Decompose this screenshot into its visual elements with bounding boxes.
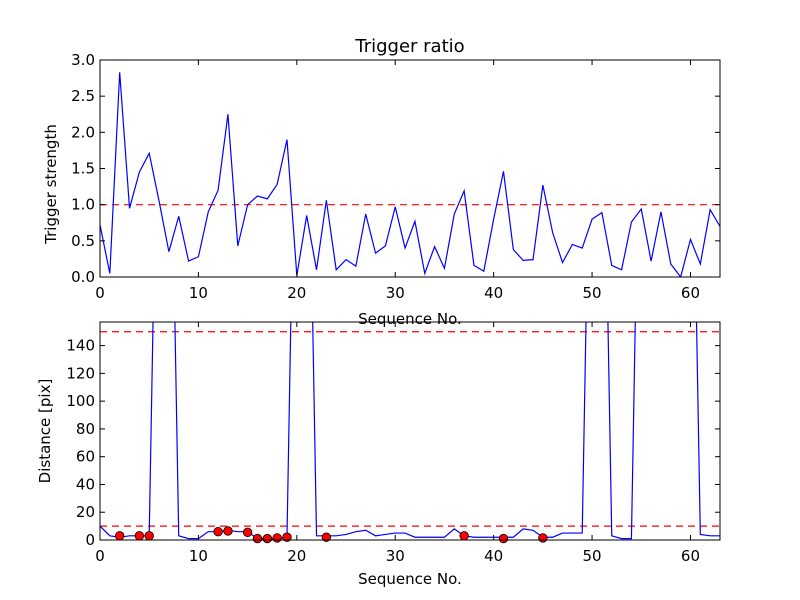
chart2-marker-point xyxy=(272,533,282,543)
chart2-plot-area: 0 10 20 30 40 50 60 0 20 40 60 80 100 120 140 xyxy=(66,321,721,565)
chart2-marker-point xyxy=(223,526,233,536)
chart2-xtick-label: 0 xyxy=(95,547,105,565)
chart1-series-line xyxy=(100,72,720,277)
chart1-xlabel: Sequence No. xyxy=(358,310,462,328)
chart2-xtick-label: 10 xyxy=(189,547,208,565)
chart2-marker-point xyxy=(498,533,509,544)
chart2-marker-point xyxy=(134,531,145,541)
chart1-ytick-label: 0.5 xyxy=(71,232,95,250)
chart2-xtick-label: 50 xyxy=(583,547,602,565)
chart1-xtick-label: 60 xyxy=(681,284,700,302)
chart2-marker-point xyxy=(459,531,469,541)
chart1-xtick-label: 20 xyxy=(287,284,306,302)
chart1-xtick-label: 10 xyxy=(189,284,208,302)
chart2-ytick-label: 0 xyxy=(85,531,95,549)
trigger-ratio-chart: Trigger ratio 0 10 20 30 40 50 60 0.0 0.5 1.0 1.5 2… xyxy=(42,36,721,328)
chart2-marker-point xyxy=(242,527,253,538)
chart2-xtick-label: 40 xyxy=(484,547,503,565)
chart1-ytick-label: 1.5 xyxy=(71,160,95,178)
chart2-xtick-label: 30 xyxy=(386,547,405,565)
chart2-ytick-label: 80 xyxy=(76,420,95,438)
chart2-ytick-label: 20 xyxy=(76,503,95,521)
chart2-marker-point xyxy=(144,531,154,541)
chart1-ytick-label: 0.0 xyxy=(71,268,95,286)
chart2-ytick-label: 100 xyxy=(66,392,95,410)
chart2-axes-frame xyxy=(99,321,721,541)
chart2-marker-point xyxy=(262,533,273,544)
chart2-marker-point xyxy=(252,533,263,544)
chart2-marker-point xyxy=(538,533,548,543)
chart2-xtick-label: 20 xyxy=(287,547,306,565)
chart2-ytick-label: 60 xyxy=(76,448,95,466)
chart1-ytick-label: 1.0 xyxy=(71,196,95,214)
chart2-ytick-label: 140 xyxy=(66,337,95,355)
chart2-xtick-label: 60 xyxy=(681,547,700,565)
chart2-ytick-label: 40 xyxy=(76,475,95,493)
distance-chart: 0 10 20 30 40 50 60 0 20 40 60 80 100 120 140 Sequence… xyxy=(36,321,721,588)
chart1-ytick-label: 2.0 xyxy=(71,123,95,141)
chart1-ytick-label: 3.0 xyxy=(71,51,95,69)
chart1-title: Trigger ratio xyxy=(354,36,464,57)
chart1-xtick-label: 50 xyxy=(583,284,602,302)
chart2-marker-point xyxy=(114,531,125,541)
chart1-ylabel: Trigger strength xyxy=(42,124,60,245)
chart1-xtick-label: 0 xyxy=(95,284,105,302)
chart1-ytick-label: 2.5 xyxy=(71,87,95,105)
chart2-xlabel: Sequence No. xyxy=(358,570,462,588)
chart2-marker-point xyxy=(282,532,292,542)
chart2-ytick-label: 120 xyxy=(66,364,95,382)
chart1-plot-area: 0 10 20 30 40 50 60 0.0 0.5 1.0 1.5 2.0 2.5 3.0 xyxy=(71,51,721,302)
chart2-marker-point xyxy=(321,532,332,542)
chart1-xtick-label: 40 xyxy=(484,284,503,302)
chart2-marker-point xyxy=(213,526,223,537)
chart1-xtick-label: 30 xyxy=(386,284,405,302)
chart2-series-line xyxy=(100,322,720,540)
chart2-ylabel: Distance [pix] xyxy=(36,379,54,484)
